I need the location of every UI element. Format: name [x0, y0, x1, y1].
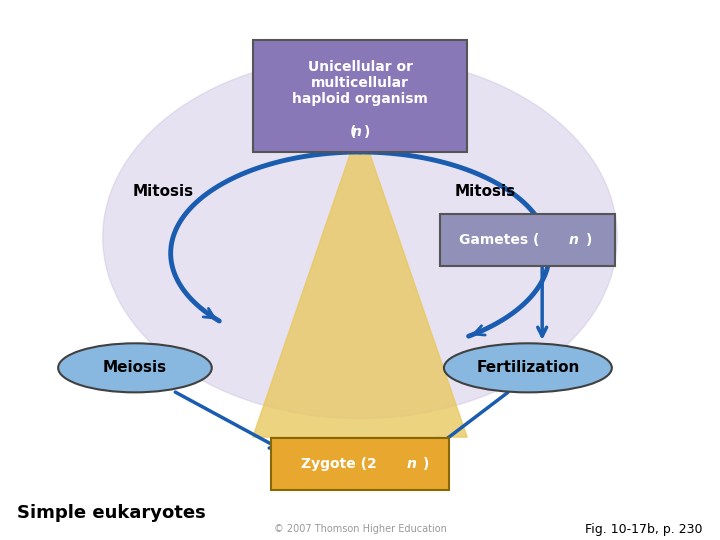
- Text: Gametes (: Gametes (: [459, 233, 539, 247]
- Text: ): ): [364, 125, 370, 139]
- FancyBboxPatch shape: [441, 214, 616, 266]
- Text: ): ): [423, 457, 429, 471]
- Text: (: (: [350, 125, 356, 139]
- Ellipse shape: [444, 343, 612, 393]
- Text: Fig. 10-17b, p. 230: Fig. 10-17b, p. 230: [585, 523, 703, 536]
- Ellipse shape: [58, 343, 212, 393]
- Text: Mitosis: Mitosis: [133, 185, 194, 199]
- Text: ): ): [585, 233, 592, 247]
- Text: Simple eukaryotes: Simple eukaryotes: [17, 504, 206, 522]
- Polygon shape: [253, 125, 467, 437]
- Text: n: n: [407, 457, 416, 471]
- Text: n: n: [569, 233, 579, 247]
- Text: Fertilization: Fertilization: [476, 360, 580, 375]
- Text: n: n: [351, 125, 361, 139]
- Text: Zygote (2: Zygote (2: [301, 457, 377, 471]
- Text: Unicellular or
multicellular
haploid organism: Unicellular or multicellular haploid org…: [292, 59, 428, 106]
- FancyBboxPatch shape: [271, 437, 449, 490]
- Text: Mitosis: Mitosis: [454, 185, 516, 199]
- Ellipse shape: [103, 56, 617, 418]
- Text: © 2007 Thomson Higher Education: © 2007 Thomson Higher Education: [274, 524, 446, 534]
- Text: Meiosis: Meiosis: [103, 360, 167, 375]
- FancyBboxPatch shape: [253, 40, 467, 152]
